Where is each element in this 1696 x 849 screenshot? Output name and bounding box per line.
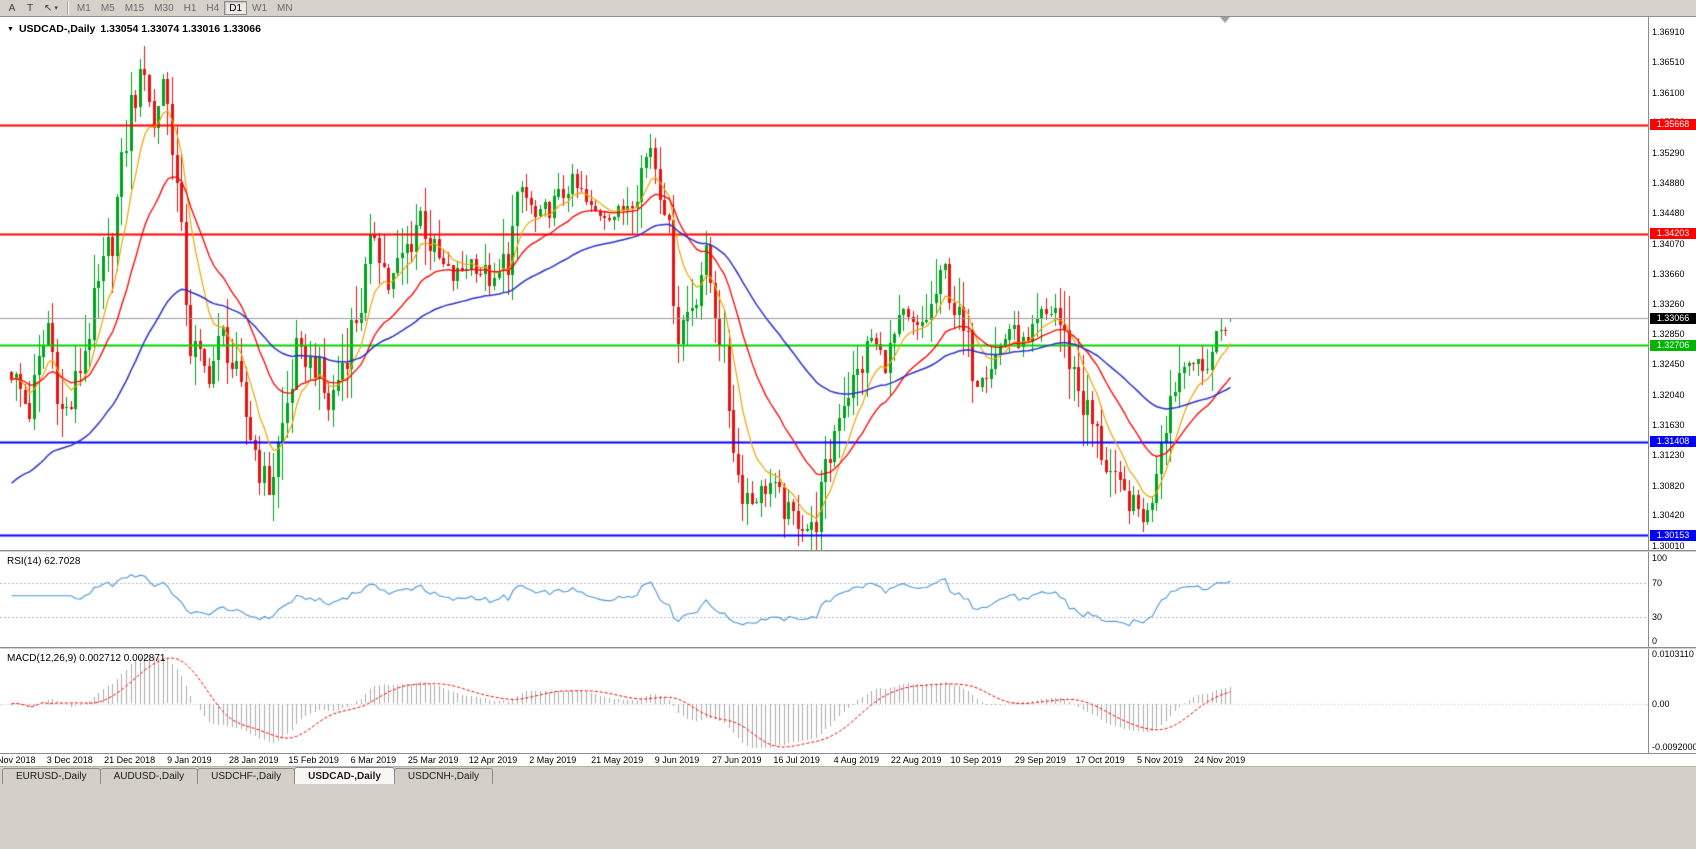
timeframe-mn-button[interactable]: MN bbox=[277, 2, 293, 14]
chevron-down-icon: ▾ bbox=[54, 5, 58, 12]
pointer-tool-button[interactable]: ↖ ▾ bbox=[44, 2, 58, 14]
timeframe-h1-button[interactable]: H1 bbox=[183, 2, 197, 14]
rsi-tick: 100 bbox=[1652, 553, 1668, 563]
hline-price-tag: 1.35668 bbox=[1650, 119, 1696, 131]
text-tool-button[interactable]: T bbox=[26, 2, 34, 14]
date-tick: 5 Nov 2019 bbox=[1136, 755, 1184, 765]
date-tick: 14 Nov 2018 bbox=[0, 755, 36, 765]
date-tick: 3 Dec 2018 bbox=[46, 755, 93, 765]
chart-tab-usdchf[interactable]: USDCHF-,Daily bbox=[197, 768, 296, 784]
date-tick: 9 Jan 2019 bbox=[167, 755, 212, 765]
timeframe-m15-button[interactable]: M15 bbox=[124, 2, 145, 14]
price-tick: 1.33660 bbox=[1652, 269, 1685, 280]
timeframe-buttons: M1 M5 M15 M30 H1 H4 D1 W1 MN bbox=[72, 1, 298, 15]
date-tick: 27 Jun 2019 bbox=[712, 755, 762, 765]
timeframe-m5-button[interactable]: M5 bbox=[100, 2, 115, 14]
macd-pane: MACD(12,26,9) 0.002712 0.002871 0.010311… bbox=[0, 649, 1696, 753]
date-tick: 10 Sep 2019 bbox=[950, 755, 1002, 765]
current-price-tag: 1.33066 bbox=[1650, 312, 1696, 324]
price-tick: 1.32040 bbox=[1652, 389, 1685, 400]
price-tick: 1.34480 bbox=[1652, 208, 1685, 219]
chart-tab-audusd[interactable]: AUDUSD-,Daily bbox=[99, 768, 199, 784]
timeframe-m1-button[interactable]: M1 bbox=[76, 2, 91, 14]
price-tick: 1.32450 bbox=[1652, 359, 1685, 370]
rsi-tick: 30 bbox=[1652, 611, 1663, 622]
macd-axis[interactable]: 0.0103110 0.00 -0.0092000 bbox=[1648, 649, 1696, 753]
hline-price-tag: 1.32706 bbox=[1650, 339, 1696, 351]
price-tick: 1.34070 bbox=[1652, 238, 1685, 249]
window-background bbox=[0, 784, 1696, 849]
timeframe-d1-button[interactable]: D1 bbox=[224, 1, 248, 15]
date-tick: 4 Aug 2019 bbox=[833, 755, 880, 765]
macd-tick: -0.0092000 bbox=[1652, 742, 1696, 752]
date-tick: 24 Nov 2019 bbox=[1194, 755, 1246, 765]
price-axis[interactable]: 1.369101.365101.361001.357001.352901.348… bbox=[1648, 17, 1696, 551]
rsi-axis[interactable]: 100 70 30 0 bbox=[1648, 552, 1696, 647]
main-chart-pane: ▼ USDCAD-,Daily 1.33054 1.33074 1.33016 … bbox=[0, 17, 1696, 551]
price-tick: 1.30010 bbox=[1652, 540, 1685, 551]
price-tick: 1.30420 bbox=[1652, 510, 1685, 521]
macd-tick: 0.0103110 bbox=[1652, 649, 1694, 659]
date-tick: 22 Aug 2019 bbox=[890, 755, 942, 765]
date-tick: 16 Jul 2019 bbox=[773, 755, 820, 765]
rsi-pane: RSI(14) 62.7028 100 70 30 0 bbox=[0, 552, 1696, 647]
chart-tab-eurusd[interactable]: EURUSD-,Daily bbox=[2, 768, 101, 784]
date-tick: 28 Jan 2019 bbox=[229, 755, 279, 765]
price-tick: 1.36910 bbox=[1652, 27, 1685, 38]
rsi-tick: 0 bbox=[1652, 636, 1658, 646]
collapse-triangle-icon[interactable]: ▼ bbox=[7, 25, 14, 33]
price-tick: 1.34880 bbox=[1652, 178, 1685, 189]
date-tick: 25 Mar 2019 bbox=[407, 755, 459, 765]
timeframe-w1-button[interactable]: W1 bbox=[252, 2, 268, 14]
hline-price-tag: 1.31408 bbox=[1650, 436, 1696, 448]
rsi-label: RSI(14) 62.7028 bbox=[7, 556, 81, 567]
arrow-tool-button[interactable]: A bbox=[8, 2, 16, 14]
date-tick: 29 Sep 2019 bbox=[1014, 755, 1066, 765]
price-tick: 1.31230 bbox=[1652, 450, 1685, 460]
macd-canvas[interactable] bbox=[0, 649, 1648, 753]
date-tick: 17 Oct 2019 bbox=[1075, 755, 1125, 765]
date-tick: 21 Dec 2018 bbox=[104, 755, 156, 765]
date-tick: 9 Jun 2019 bbox=[654, 755, 700, 765]
hline-price-tag: 1.30153 bbox=[1650, 529, 1696, 541]
date-tick: 2 May 2019 bbox=[529, 755, 577, 765]
date-tick: 15 Feb 2019 bbox=[288, 755, 339, 765]
price-tick: 1.31630 bbox=[1652, 420, 1685, 431]
timeframe-h4-button[interactable]: H4 bbox=[206, 2, 220, 14]
timeframe-m30-button[interactable]: M30 bbox=[154, 2, 174, 14]
pane-separator[interactable] bbox=[0, 647, 1696, 649]
price-tick: 1.36100 bbox=[1652, 87, 1685, 98]
hline-price-tag: 1.34203 bbox=[1650, 228, 1696, 240]
date-tick: 6 Mar 2019 bbox=[350, 755, 397, 765]
price-tick: 1.33260 bbox=[1652, 298, 1685, 309]
chart-tab-strip: EURUSD-,Daily AUDUSD-,Daily USDCHF-,Daily U… bbox=[0, 766, 1696, 784]
price-tick: 1.32850 bbox=[1652, 329, 1685, 340]
chart-tab-usdcnh[interactable]: USDCNH-,Daily bbox=[393, 768, 494, 784]
price-tick: 1.35290 bbox=[1652, 147, 1685, 158]
price-tick: 1.30820 bbox=[1652, 480, 1685, 491]
chart-symbol-period: USDCAD-,Daily bbox=[18, 23, 96, 35]
macd-tick: 0.00 bbox=[1652, 698, 1670, 709]
top-toolbar: A T ↖ ▾ M1 M5 M15 M30 H1 H4 D1 W1 MN bbox=[0, 0, 1696, 17]
date-tick: 12 Apr 2019 bbox=[468, 755, 518, 765]
rsi-canvas[interactable] bbox=[0, 552, 1648, 647]
date-tick: 21 May 2019 bbox=[591, 755, 644, 765]
chart-title: ▼ USDCAD-,Daily 1.33054 1.33074 1.33016 … bbox=[7, 23, 261, 35]
rsi-tick: 70 bbox=[1652, 578, 1663, 589]
pane-separator[interactable] bbox=[0, 550, 1696, 552]
chart-ohlc-values: 1.33054 1.33074 1.33016 1.33066 bbox=[100, 23, 261, 35]
price-tick: 1.36510 bbox=[1652, 57, 1685, 68]
macd-label: MACD(12,26,9) 0.002712 0.002871 bbox=[7, 653, 166, 664]
tool-buttons: A T ↖ ▾ bbox=[3, 1, 63, 15]
chart-tab-usdcad[interactable]: USDCAD-,Daily bbox=[294, 767, 395, 784]
main-chart-canvas[interactable] bbox=[0, 17, 1648, 550]
toolbar-separator bbox=[66, 2, 68, 14]
time-axis[interactable]: 14 Nov 2018 3 Dec 2018 21 Dec 2018 9 Jan 20… bbox=[0, 753, 1696, 766]
